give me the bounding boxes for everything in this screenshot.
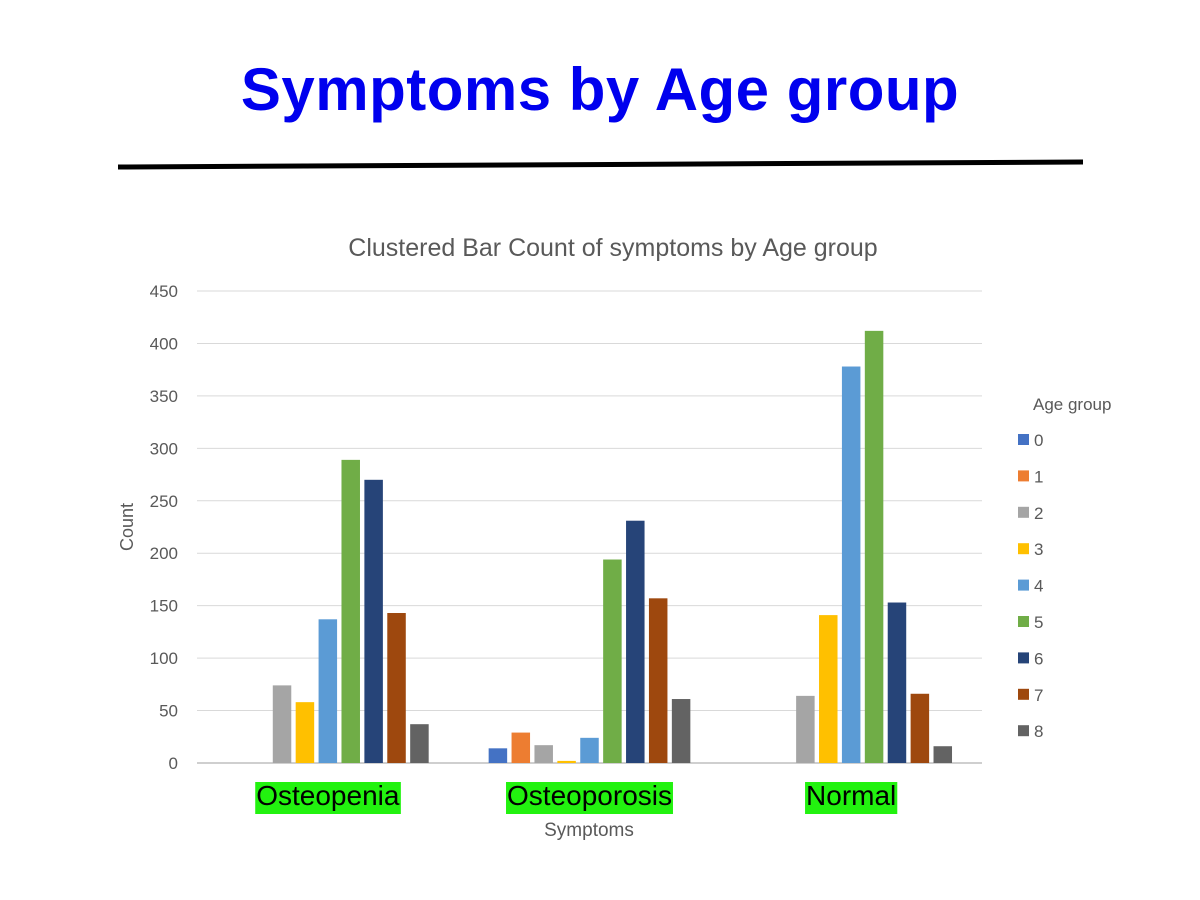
bar-normal-age-4 xyxy=(841,366,861,763)
bar-osteopenia-age-6 xyxy=(364,479,383,763)
legend-item-age-5: 5 xyxy=(1018,613,1043,632)
slide-title: Symptoms by Age group xyxy=(240,56,960,123)
bar-normal-age-6 xyxy=(887,602,907,763)
y-tick-label: 100 xyxy=(150,649,178,668)
legend-title: Age group xyxy=(1033,395,1111,414)
legend-swatch xyxy=(1018,688,1029,700)
bar-osteoporosis-age-1 xyxy=(511,732,531,763)
category-label-text: Osteopenia xyxy=(256,780,400,811)
y-tick-label: 200 xyxy=(150,544,178,563)
bar-normal-age-2 xyxy=(796,695,815,763)
category-label-text: Osteoporosis xyxy=(507,780,672,811)
bar-normal-age-8 xyxy=(933,746,953,763)
bar-osteoporosis-age-8 xyxy=(671,699,691,763)
legend-label: 6 xyxy=(1034,649,1043,668)
legend-label: 8 xyxy=(1034,722,1043,741)
bar-osteopenia-age-4 xyxy=(318,619,338,763)
bar-osteoporosis-age-2 xyxy=(534,745,553,763)
legend-label: 2 xyxy=(1034,504,1043,523)
y-tick-label: 450 xyxy=(150,282,178,301)
legend-item-age-2: 2 xyxy=(1018,504,1043,523)
bar-osteopenia-age-8 xyxy=(410,724,429,763)
bar-osteopenia-age-5 xyxy=(341,459,360,763)
legend-label: 4 xyxy=(1034,577,1043,596)
legend-item-age-0: 0 xyxy=(1018,431,1043,450)
y-tick-label: 350 xyxy=(150,387,178,406)
legend-swatch xyxy=(1018,543,1029,555)
legend-label: 0 xyxy=(1034,431,1043,450)
legend-swatch xyxy=(1018,652,1029,664)
x-category-label-osteoporosis: Osteoporosis xyxy=(506,780,673,814)
legend-swatch xyxy=(1018,616,1029,627)
legend-swatch xyxy=(1018,506,1029,518)
legend-label: 5 xyxy=(1034,613,1043,632)
category-label-text: Normal xyxy=(806,780,896,811)
legend-item-age-6: 6 xyxy=(1018,649,1043,668)
legend-swatch xyxy=(1018,579,1029,591)
legend-item-age-3: 3 xyxy=(1018,540,1043,559)
bar-osteoporosis-age-4 xyxy=(580,737,599,763)
x-category-label-osteopenia: Osteopenia xyxy=(255,780,401,814)
legend-swatch xyxy=(1018,470,1029,482)
category-label-highlight xyxy=(506,782,673,814)
bar-osteopenia-age-2 xyxy=(272,685,292,763)
bar-normal-age-5 xyxy=(864,330,884,763)
x-axis-title: Symptoms xyxy=(544,820,634,841)
y-axis-title: Count xyxy=(117,503,137,551)
bar-osteoporosis-age-0 xyxy=(488,748,508,763)
bar-osteopenia-age-3 xyxy=(295,702,315,763)
legend-label: 7 xyxy=(1034,686,1043,705)
legend-label: 1 xyxy=(1034,467,1043,486)
category-label-highlight xyxy=(805,782,898,814)
legend-item-age-7: 7 xyxy=(1018,686,1043,705)
bar-osteoporosis-age-5 xyxy=(603,559,622,763)
bar-osteoporosis-age-3 xyxy=(557,760,576,763)
legend-swatch xyxy=(1018,725,1029,737)
y-tick-label: 250 xyxy=(150,492,178,511)
chart-title: Clustered Bar Count of symptoms by Age g… xyxy=(348,234,877,262)
y-tick-label: 0 xyxy=(169,754,178,773)
y-tick-label: 300 xyxy=(150,439,178,458)
y-tick-label: 50 xyxy=(159,702,178,721)
bar-osteopenia-age-7 xyxy=(387,613,406,763)
bar-normal-age-3 xyxy=(819,615,838,763)
bar-osteoporosis-age-7 xyxy=(648,598,668,763)
legend-swatch xyxy=(1018,434,1029,445)
x-category-label-normal: Normal xyxy=(805,780,898,814)
bar-normal-age-7 xyxy=(910,693,930,763)
category-label-highlight xyxy=(255,782,401,814)
legend-item-age-4: 4 xyxy=(1018,577,1043,596)
legend-item-age-1: 1 xyxy=(1018,467,1043,486)
y-tick-label: 150 xyxy=(150,597,178,616)
legend-item-age-8: 8 xyxy=(1018,722,1043,741)
legend-label: 3 xyxy=(1034,540,1043,559)
bar-osteoporosis-age-6 xyxy=(626,520,645,763)
y-tick-label: 400 xyxy=(150,334,178,353)
